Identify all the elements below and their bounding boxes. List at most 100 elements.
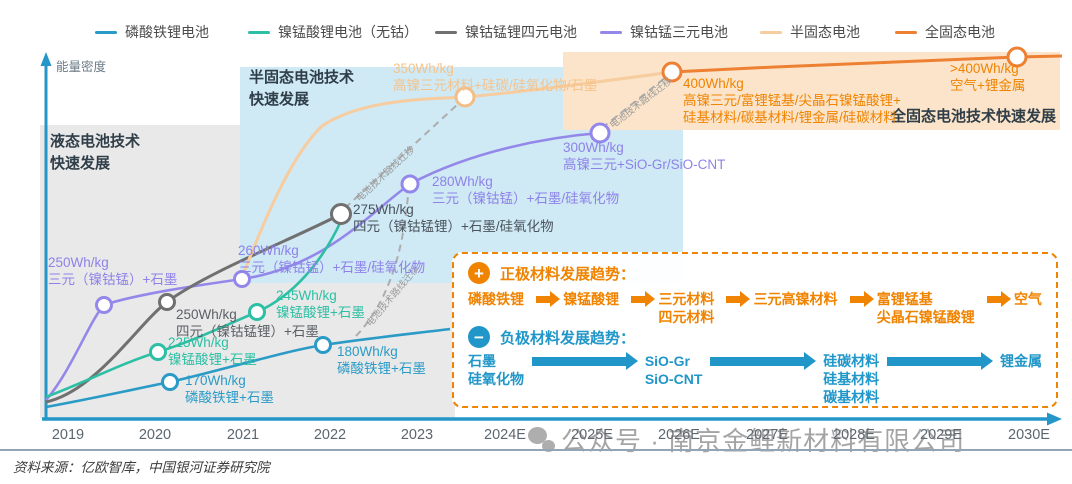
legend-item-solid-state: 全固态电池 [895,24,995,40]
ncm-curve [45,131,601,401]
annotation-225-lnmo: 225Wh/kg 镍锰酸锂+石墨 [168,335,257,368]
arrow-right-icon [887,352,993,370]
positive-trend-title: 正极材料发展趋势： [500,265,636,283]
annotation-300-ncm: 300Wh/kg 高镍三元+SiO-Gr/SiO-CNT [563,140,726,173]
legend-label: 镍锰酸锂电池（无钴） [278,24,418,40]
annotation-280-ncm: 280Wh/kg 三元（镍钴锰）+石墨/硅氧化物 [432,174,620,207]
annotation-250-ncm: 250Wh/kg 三元（镍钴锰）+石墨 [48,255,178,288]
legend-item-lnmo: 镍锰酸锂电池（无钴） [248,24,418,40]
semi-solid-region-label: 半固态电池技术 快速发展 [249,69,355,108]
data-point [149,343,167,361]
liquid-region-label: 液态电池技术 快速发展 [50,133,141,172]
data-point [233,270,251,288]
legend-item-quaternary: 镍钴锰锂四元电池 [435,24,577,40]
ncm-line-swatch [600,30,622,34]
semi-solid-curve [236,70,673,288]
legend-label: 磷酸铁锂电池 [125,24,209,40]
plus-icon: + [468,262,490,284]
legend-item-lfp: 磷酸铁锂电池 [95,24,209,40]
anode-material: 锂金属 [1000,353,1042,369]
annotation-170-lfp: 170Wh/kg 磷酸铁锂+石墨 [185,373,274,406]
data-point [248,303,266,321]
cathode-material: 镍锰酸锂 [563,291,620,307]
minus-icon: − [468,326,490,348]
x-tick: 2026E [658,427,700,443]
negative-trend-header: − 负极材料发展趋势： [468,326,1042,348]
cathode-material: 磷酸铁锂 [468,291,524,307]
data-point [1006,46,1028,68]
cathode-material: 三元材料 四元材料 [658,291,715,326]
footer-divider [0,449,1072,451]
solid-state-line-swatch [895,30,917,34]
anode-material: SiO-Gr SiO-CNT [644,353,703,388]
annotation-350-semi: 350Wh/kg 高镍三元材料+硅碳/硅氧化物/石墨 [393,61,598,94]
arrow-right-icon [710,352,816,370]
x-tick: 2024E [484,427,526,443]
cathode-material: 富锂锰基 尖晶石镍锰酸锂 [876,291,975,326]
lfp-line-swatch [95,30,117,34]
legend-label: 镍钴锰锂四元电池 [465,24,577,40]
positive-trend-chain: 磷酸铁锂 镍锰酸锂 三元材料 四元材料 三元高镍材料 富锂锰基 尖晶石镍锰酸锂 … [468,290,1042,326]
cathode-material: 三元高镍材料 [753,291,838,307]
x-tick: 2020 [138,427,172,443]
x-tick: 2019 [51,427,85,443]
cathode-material: 空气 [1013,291,1042,307]
migration-dash-line [355,194,409,337]
x-tick: 2028E [833,427,875,443]
data-point [314,336,332,354]
annotation-250-quad: 250Wh/kg 四元（镍钴锰锂）+石墨 [176,307,319,340]
annotation-400-solid: 400Wh/kg 高镍三元/富锂锰基/尖晶石镍锰酸锂+ 硅基材料/碳基材料/锂金属… [683,76,901,126]
data-point [330,203,352,225]
migration-dash-line [601,76,667,129]
legend-label: 镍钴锰三元电池 [630,24,728,40]
data-point [161,373,179,391]
x-tick: 2030E [1008,427,1050,443]
data-point [158,293,176,311]
x-tick: 2023 [400,427,434,443]
annotation-400plus-solid: >400Wh/kg 空气+锂金属 [950,61,1026,94]
arrow-right-icon [849,291,874,307]
arrow-right-icon [986,291,1011,307]
lnmo-curve [45,220,343,399]
migration-dash-line [344,103,459,209]
quaternary-line-swatch [435,30,457,34]
x-tick: 2021 [226,427,260,443]
arrow-right-icon [536,291,561,307]
solid-state-curve [671,54,1063,74]
arrow-right-icon [726,291,751,307]
arrow-right-icon [532,352,638,370]
data-point [589,122,611,144]
watermark-text: 公众号 · 南京金鲤新材料有限公司 [561,426,966,456]
watermark: 公众号 · 南京金鲤新材料有限公司 [528,421,965,458]
x-tick: 2029E [920,427,962,443]
annotation-180-lfp: 180Wh/kg 磷酸铁锂+石墨 [337,344,426,377]
negative-trend-title: 负极材料发展趋势： [500,329,636,347]
data-point [400,174,420,194]
x-tick: 2027E [746,427,788,443]
lnmo-line-swatch [248,30,270,34]
y-axis-arrow-icon [40,52,52,66]
annotation-260-ncm: 260Wh/kg 三元（镍钴锰）+石墨/硅氧化物 [238,243,426,276]
anode-material: 硅碳材料 硅基材料 碳基材料 [823,353,880,406]
legend-item-semi-solid: 半固态电池 [760,24,860,40]
data-point [454,86,476,108]
negative-trend-chain: 石墨 硅氧化物 SiO-Gr SiO-CNT 硅碳材料 硅基材料 碳基材料 锂金… [468,352,1042,407]
lfp-curve [45,327,451,409]
y-axis-label: 能量密度 [56,60,107,74]
legend-label: 半固态电池 [790,24,860,40]
annotation-245-lnmo: 245Wh/kg 镍锰酸锂+石墨 [276,288,365,321]
x-axis-arrow-icon [1047,412,1062,426]
positive-trend-header: + 正极材料发展趋势： [468,262,1042,284]
solid-state-region-label: 全固态电池技术快速发展 [891,108,1057,125]
x-tick: 2025E [571,427,613,443]
semi-solid-line-swatch [760,30,782,34]
annotation-275-quad: 275Wh/kg 四元（镍钴锰锂）+石墨/硅氧化物 [353,202,554,235]
anode-material: 石墨 硅氧化物 [468,353,524,388]
data-point [95,296,113,314]
data-point [661,61,683,83]
legend-item-ncm: 镍钴锰三元电池 [600,24,728,40]
material-trends-box: + 正极材料发展趋势： 磷酸铁锂 镍锰酸锂 三元材料 四元材料 三元高镍材料 富… [452,252,1058,408]
x-tick: 2022 [313,427,347,443]
